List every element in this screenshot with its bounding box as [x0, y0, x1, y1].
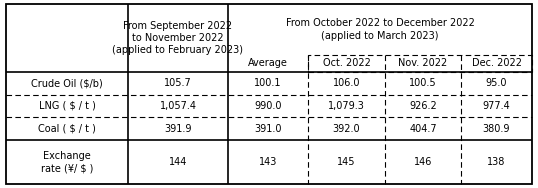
Text: Average: Average — [248, 58, 288, 68]
Text: 404.7: 404.7 — [409, 124, 437, 133]
Text: 106.0: 106.0 — [332, 79, 360, 89]
Text: 105.7: 105.7 — [164, 79, 192, 89]
Text: 100.5: 100.5 — [409, 79, 437, 89]
Text: 380.9: 380.9 — [483, 124, 510, 133]
Text: 391.0: 391.0 — [254, 124, 282, 133]
Text: 138: 138 — [487, 157, 506, 167]
Text: 1,079.3: 1,079.3 — [328, 101, 365, 111]
Text: From September 2022
to November 2022
(applied to February 2023): From September 2022 to November 2022 (ap… — [112, 21, 244, 55]
Text: 977.4: 977.4 — [483, 101, 511, 111]
Text: 95.0: 95.0 — [486, 79, 507, 89]
Text: 143: 143 — [259, 157, 277, 167]
Text: 392.0: 392.0 — [332, 124, 360, 133]
Text: 990.0: 990.0 — [254, 101, 282, 111]
Text: Coal ( $ / t ): Coal ( $ / t ) — [38, 124, 96, 133]
Text: 391.9: 391.9 — [164, 124, 192, 133]
Text: Dec. 2022: Dec. 2022 — [471, 58, 521, 68]
Text: 144: 144 — [169, 157, 187, 167]
Text: 145: 145 — [337, 157, 356, 167]
Text: LNG ( $ / t ): LNG ( $ / t ) — [39, 101, 95, 111]
Text: Crude Oil ($/b): Crude Oil ($/b) — [31, 79, 103, 89]
Text: Exchange
rate (¥/ $ ): Exchange rate (¥/ $ ) — [41, 151, 93, 173]
Text: Oct. 2022: Oct. 2022 — [323, 58, 371, 68]
Text: From October 2022 to December 2022
(applied to March 2023): From October 2022 to December 2022 (appl… — [286, 18, 475, 41]
Text: 146: 146 — [414, 157, 432, 167]
Text: Nov. 2022: Nov. 2022 — [398, 58, 448, 68]
Text: 100.1: 100.1 — [254, 79, 282, 89]
Text: 1,057.4: 1,057.4 — [159, 101, 196, 111]
Text: 926.2: 926.2 — [409, 101, 437, 111]
